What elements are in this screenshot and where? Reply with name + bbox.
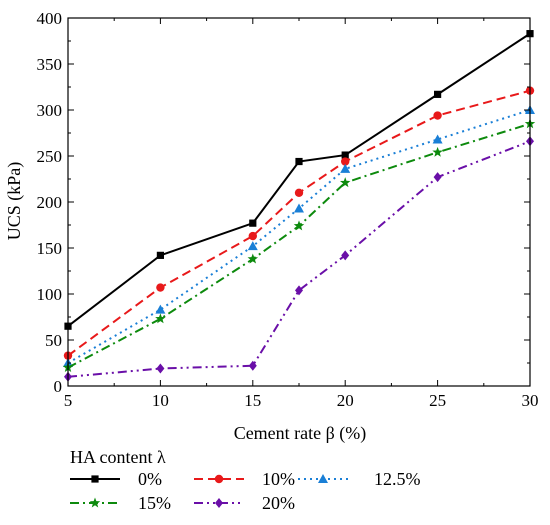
x-tick-label: 30 (522, 391, 539, 410)
y-tick-label: 50 (45, 331, 62, 350)
data-point (433, 111, 442, 120)
legend-marker (318, 474, 328, 483)
data-point (432, 146, 443, 157)
data-point (432, 134, 443, 144)
data-point (155, 313, 166, 324)
data-point (295, 157, 303, 166)
plot-area (62, 30, 536, 382)
y-tick-label: 100 (37, 285, 63, 304)
data-point (293, 220, 305, 231)
y-tick-label: 0 (54, 377, 63, 396)
series-line (67, 109, 531, 364)
data-point (156, 283, 165, 292)
legend: HA content λ 0% 10% 12.5% 15% 20% (70, 447, 421, 513)
y-tick-label: 250 (37, 147, 63, 166)
legend-entry: 20% (194, 493, 295, 513)
data-point (294, 188, 304, 197)
data-point (340, 163, 351, 173)
x-tick-label: 5 (64, 391, 73, 410)
series-0 (64, 30, 534, 330)
data-point (294, 203, 304, 213)
data-point (341, 250, 350, 261)
y-axis-title: UCS (kPa) (4, 162, 25, 241)
y-tick-label: 300 (37, 101, 63, 120)
data-point (249, 219, 257, 227)
legend-label: 12.5% (374, 469, 421, 489)
data-point (156, 251, 164, 259)
legend-marker (214, 474, 224, 484)
data-point (341, 157, 350, 166)
legend-entry: 0% (70, 469, 162, 489)
legend-label: 0% (138, 469, 162, 489)
legend-entry: 10% (194, 469, 295, 489)
legend-entry: 12.5% (298, 469, 421, 489)
legend-marker (89, 497, 101, 508)
y-tick-label: 200 (37, 193, 63, 212)
data-point (248, 231, 257, 241)
data-point (433, 172, 442, 183)
series-line (67, 32, 531, 327)
legend-entry: 15% (70, 493, 171, 513)
data-point (247, 241, 258, 251)
data-point (156, 363, 165, 374)
series-line (67, 140, 531, 378)
x-tick-label: 15 (244, 391, 261, 410)
y-tick-label: 350 (37, 55, 63, 74)
series-3 (62, 118, 536, 373)
data-point (248, 360, 257, 371)
data-point (339, 177, 351, 188)
x-tick-label: 10 (152, 391, 169, 410)
legend-marker (91, 475, 99, 483)
legend-marker (215, 498, 223, 508)
y-tick-label: 150 (37, 239, 63, 258)
data-point (155, 304, 166, 314)
data-point (434, 90, 442, 98)
legend-label: 10% (262, 469, 295, 489)
data-point (341, 151, 349, 159)
legend-label: 15% (138, 493, 171, 513)
x-tick-label: 20 (337, 391, 354, 410)
series-1 (63, 86, 535, 360)
x-tick-label: 25 (429, 391, 446, 410)
y-tick-label: 400 (37, 9, 63, 28)
data-point (247, 253, 259, 264)
x-axis-title: Cement rate β (%) (234, 423, 367, 444)
legend-label: 20% (262, 493, 295, 513)
series-4 (64, 136, 534, 382)
legend-title: HA content λ (70, 447, 166, 467)
data-point (295, 285, 303, 296)
